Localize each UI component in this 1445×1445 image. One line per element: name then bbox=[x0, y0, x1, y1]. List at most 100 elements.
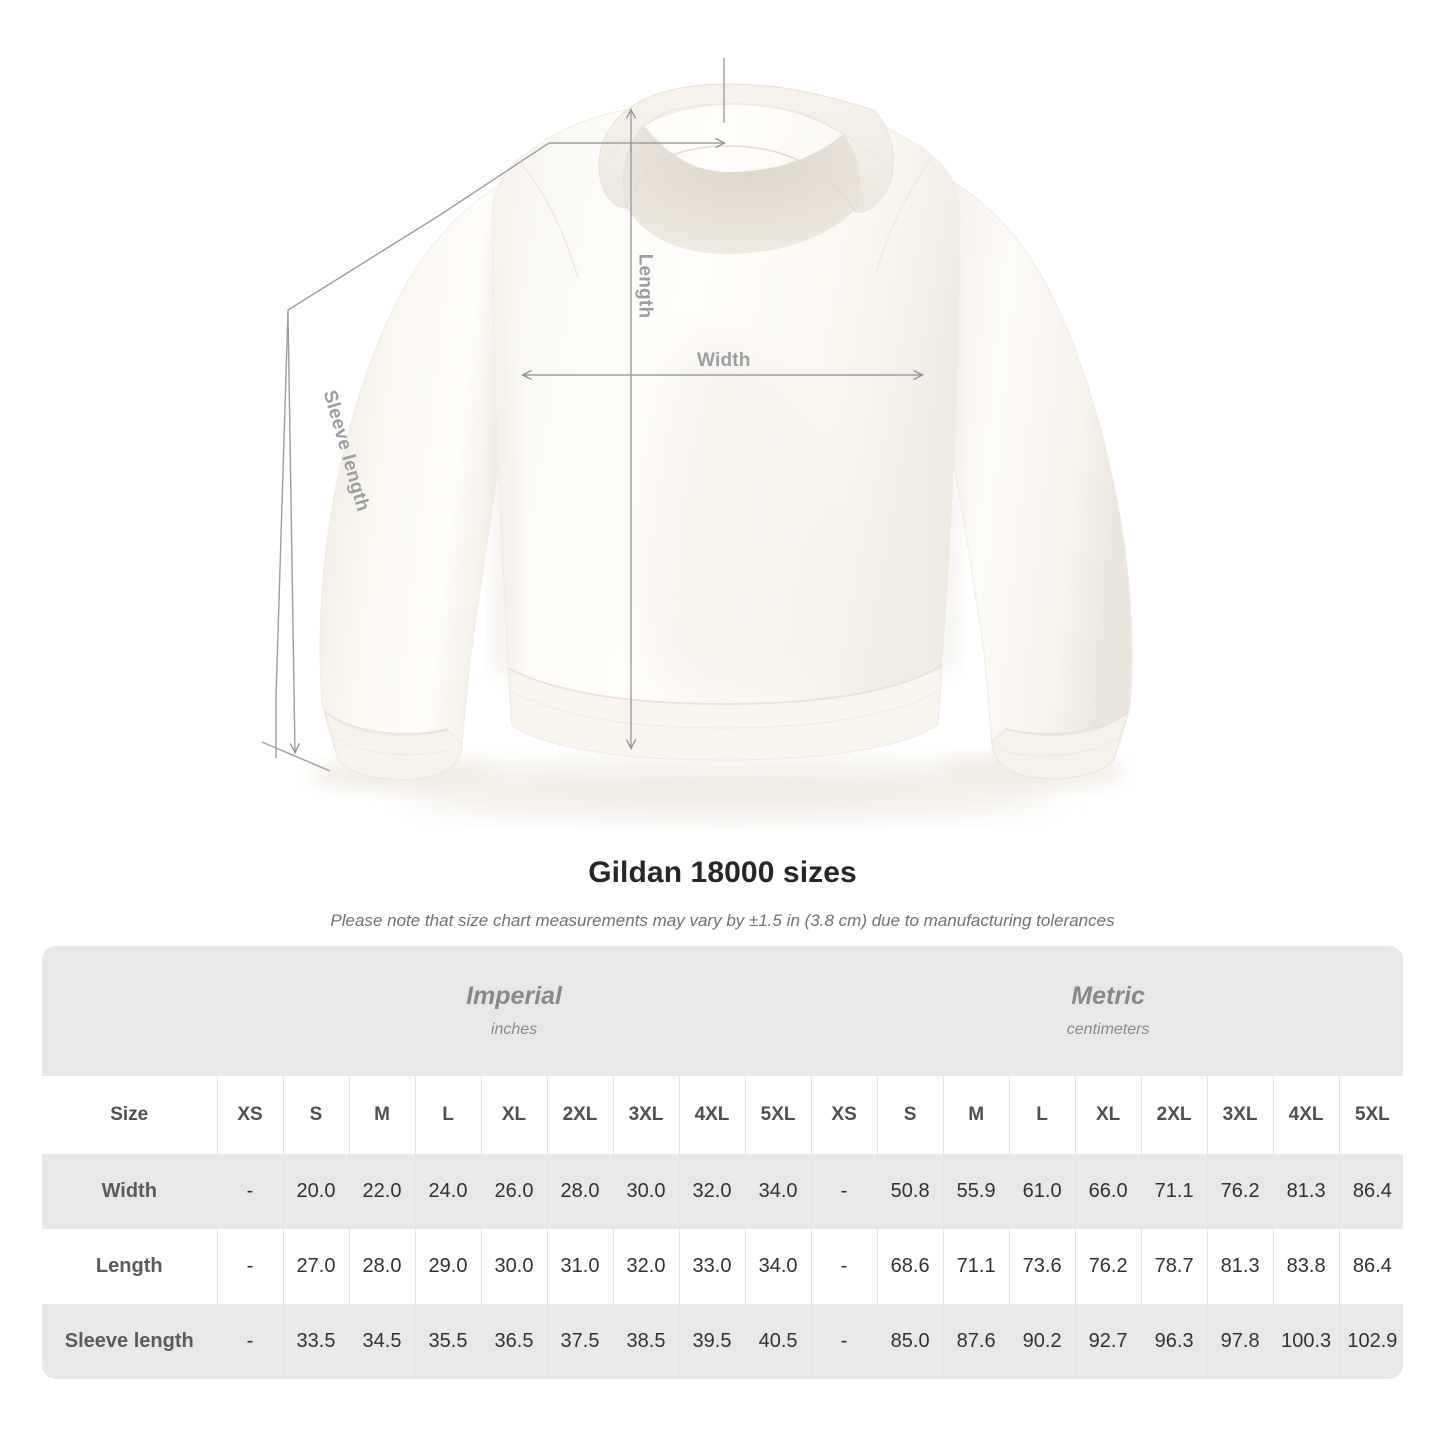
cell-width-imperial-xs: - bbox=[216, 1154, 283, 1229]
row-label-sleeve-length: Sleeve length bbox=[42, 1304, 217, 1379]
unit-sub-metric: centimeters bbox=[1066, 1020, 1150, 1038]
table-row: Length -27.0 28.0 29.0 30.0 31.0 32.0 33.0 34.0-… bbox=[42, 1229, 1403, 1304]
cell-sleeve-length-metric-l: 90.2 bbox=[1008, 1304, 1076, 1379]
cell-width-imperial-m: 22.0 bbox=[348, 1154, 415, 1229]
unit-group-imperial: Imperial inches bbox=[217, 946, 812, 1076]
length-measure-label: Length bbox=[634, 253, 656, 319]
cell-length-metric-s: 68.6 bbox=[876, 1229, 944, 1304]
row-label-length: Length bbox=[42, 1229, 217, 1304]
cell-sleeve-length-imperial-l: 35.5 bbox=[414, 1304, 481, 1379]
size-header-imperial-3xl: 3XL bbox=[612, 1076, 679, 1154]
cell-length-metric-2xl: 78.7 bbox=[1140, 1229, 1208, 1304]
cell-width-imperial-4xl: 32.0 bbox=[678, 1154, 745, 1229]
size-header-metric-xs: XS bbox=[810, 1076, 878, 1154]
cell-length-metric-xl: 76.2 bbox=[1074, 1229, 1142, 1304]
cell-sleeve-length-metric-xs: - bbox=[810, 1304, 878, 1379]
garment-diagram: Length Width Sleeve length bbox=[261, 58, 1133, 816]
cell-length-metric-l: 73.6 bbox=[1008, 1229, 1076, 1304]
width-measure-label: Width bbox=[697, 350, 751, 371]
cell-width-metric-l: 61.0 bbox=[1008, 1154, 1076, 1229]
left-sleeve bbox=[319, 177, 515, 779]
size-header-imperial-4xl: 4XL bbox=[678, 1076, 745, 1154]
cell-width-imperial-s: 20.0 bbox=[282, 1154, 349, 1229]
page-title: Gildan 18000 sizes bbox=[588, 856, 857, 889]
cell-sleeve-length-imperial-xl: 36.5 bbox=[480, 1304, 547, 1379]
collar bbox=[598, 83, 894, 213]
cell-width-imperial-5xl: 34.0 bbox=[744, 1154, 812, 1229]
left-cuff bbox=[324, 710, 463, 780]
cell-width-metric-s: 50.8 bbox=[876, 1154, 944, 1229]
size-header-imperial-5xl: 5XL bbox=[744, 1076, 812, 1154]
cell-length-imperial-xs: - bbox=[216, 1229, 283, 1304]
size-header-metric-2xl: 2XL bbox=[1140, 1076, 1208, 1154]
cell-width-metric-m: 55.9 bbox=[942, 1154, 1010, 1229]
cell-width-metric-2xl: 71.1 bbox=[1140, 1154, 1208, 1229]
size-header-metric-3xl: 3XL bbox=[1206, 1076, 1274, 1154]
cell-length-metric-5xl: 86.4 bbox=[1338, 1229, 1403, 1304]
size-table-body: Width -20.0 22.0 24.0 26.0 28.0 30.0 32.0 34.0-5… bbox=[42, 1154, 1403, 1379]
cell-length-imperial-3xl: 32.0 bbox=[612, 1229, 679, 1304]
cell-width-metric-3xl: 76.2 bbox=[1206, 1154, 1274, 1229]
right-sleeve bbox=[931, 169, 1133, 779]
size-header-row: Size XS S M L XL 2XL 3XL 4XL 5XL XS S M L XL 2XL 3XL 4XL… bbox=[42, 1076, 1403, 1154]
cell-width-metric-5xl: 86.4 bbox=[1338, 1154, 1403, 1229]
table-row: Width -20.0 22.0 24.0 26.0 28.0 30.0 32.0 34.0-5… bbox=[42, 1154, 1403, 1229]
sleeve-length-arrow bbox=[261, 311, 331, 772]
cell-width-metric-xl: 66.0 bbox=[1074, 1154, 1142, 1229]
size-chart-table-container: Imperial inches Metric centimeters Size … bbox=[42, 946, 1403, 1379]
cell-length-imperial-l: 29.0 bbox=[414, 1229, 481, 1304]
cell-width-imperial-3xl: 30.0 bbox=[612, 1154, 679, 1229]
size-header-metric-l: L bbox=[1008, 1076, 1076, 1154]
size-header-imperial-s: S bbox=[282, 1076, 349, 1154]
size-header-metric-s: S bbox=[876, 1076, 944, 1154]
cell-length-imperial-2xl: 31.0 bbox=[546, 1229, 613, 1304]
size-header-imperial-xs: XS bbox=[216, 1076, 283, 1154]
cell-sleeve-length-metric-4xl: 100.3 bbox=[1272, 1304, 1340, 1379]
cell-sleeve-length-imperial-xs: - bbox=[216, 1304, 283, 1379]
cell-sleeve-length-imperial-3xl: 38.5 bbox=[612, 1304, 679, 1379]
cell-length-imperial-xl: 30.0 bbox=[480, 1229, 547, 1304]
size-header-imperial-l: L bbox=[414, 1076, 481, 1154]
cell-sleeve-length-metric-s: 85.0 bbox=[876, 1304, 944, 1379]
tolerance-note: Please note that size chart measurements… bbox=[330, 911, 1115, 930]
cell-sleeve-length-imperial-s: 33.5 bbox=[282, 1304, 349, 1379]
shoulder-leader-line bbox=[275, 58, 726, 758]
cell-width-metric-xs: - bbox=[810, 1154, 878, 1229]
right-cuff bbox=[991, 710, 1129, 779]
row-label-width: Width bbox=[42, 1154, 217, 1229]
cell-length-metric-4xl: 83.8 bbox=[1272, 1229, 1340, 1304]
cell-length-metric-3xl: 81.3 bbox=[1206, 1229, 1274, 1304]
cell-sleeve-length-metric-m: 87.6 bbox=[942, 1304, 1010, 1379]
unit-band-row: Imperial inches Metric centimeters bbox=[42, 946, 1403, 1076]
cell-width-imperial-xl: 26.0 bbox=[480, 1154, 547, 1229]
cell-length-imperial-5xl: 34.0 bbox=[744, 1229, 812, 1304]
unit-name-metric: Metric bbox=[1071, 981, 1145, 1010]
size-header-imperial-2xl: 2XL bbox=[546, 1076, 613, 1154]
table-row: Sleeve length -33.5 34.5 35.5 36.5 37.5 38.5 39… bbox=[42, 1304, 1403, 1379]
cell-width-metric-4xl: 81.3 bbox=[1272, 1154, 1340, 1229]
cell-length-imperial-m: 28.0 bbox=[348, 1229, 415, 1304]
cell-sleeve-length-imperial-4xl: 39.5 bbox=[678, 1304, 745, 1379]
size-header-imperial-xl: XL bbox=[480, 1076, 547, 1154]
size-header-metric-m: M bbox=[942, 1076, 1010, 1154]
cell-sleeve-length-metric-2xl: 96.3 bbox=[1140, 1304, 1208, 1379]
cell-sleeve-length-metric-3xl: 97.8 bbox=[1206, 1304, 1274, 1379]
cell-sleeve-length-metric-xl: 92.7 bbox=[1074, 1304, 1142, 1379]
unit-band-spacer bbox=[42, 946, 217, 1076]
sweatshirt-illustration bbox=[261, 58, 1133, 816]
size-header-metric-5xl: 5XL bbox=[1338, 1076, 1403, 1154]
cell-width-imperial-l: 24.0 bbox=[414, 1154, 481, 1229]
cell-width-imperial-2xl: 28.0 bbox=[546, 1154, 613, 1229]
size-chart-table: Imperial inches Metric centimeters Size … bbox=[42, 946, 1403, 1379]
unit-group-metric: Metric centimeters bbox=[811, 946, 1403, 1076]
size-header-metric-4xl: 4XL bbox=[1272, 1076, 1340, 1154]
cell-sleeve-length-imperial-5xl: 40.5 bbox=[744, 1304, 812, 1379]
cell-length-imperial-4xl: 33.0 bbox=[678, 1229, 745, 1304]
unit-name-imperial: Imperial bbox=[466, 981, 562, 1010]
cell-length-metric-m: 71.1 bbox=[942, 1229, 1010, 1304]
cell-sleeve-length-imperial-m: 34.5 bbox=[348, 1304, 415, 1379]
size-header-metric-xl: XL bbox=[1074, 1076, 1142, 1154]
cell-sleeve-length-metric-5xl: 102.9 bbox=[1338, 1304, 1403, 1379]
cell-length-metric-xs: - bbox=[810, 1229, 878, 1304]
cell-length-imperial-s: 27.0 bbox=[282, 1229, 349, 1304]
